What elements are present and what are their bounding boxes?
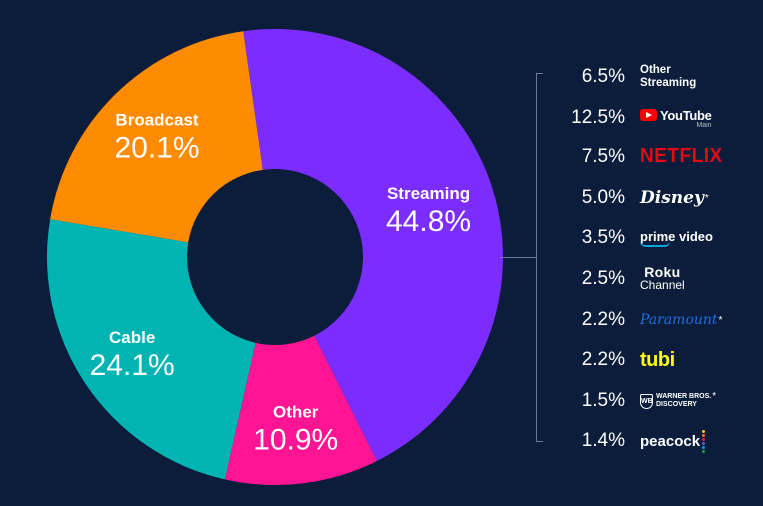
breakdown-row-paramount: 2.2% Paramount * (530, 302, 760, 338)
paramount-logo: Paramount * (640, 312, 722, 328)
tubi-logo: tubi (640, 348, 675, 371)
breakdown-value: 2.5% (581, 268, 625, 289)
breakdown-value: 6.5% (581, 66, 625, 87)
slice-value-other: 10.9% (253, 424, 338, 457)
wb-shield-icon: WB (640, 393, 653, 409)
breakdown-row-tubi: 2.2% tubi (530, 342, 760, 378)
breakdown-row-disney: 5.0% Disney * (530, 180, 760, 216)
disney-wordmark: Disney (640, 188, 704, 208)
paramount-wordmark: Paramount (640, 312, 718, 328)
roku-wordmark: Roku (644, 264, 681, 280)
breakdown-value: 1.4% (581, 430, 625, 451)
breakdown-row-roku: 2.5% Roku Channel (530, 261, 760, 297)
breakdown-row-netflix: 7.5% NETFLIX (530, 139, 760, 175)
slice-label-other: Other (273, 403, 319, 422)
youtube-sub-label: Main (696, 121, 712, 129)
donut-slice-other (224, 335, 377, 486)
streaming-breakdown: 6.5% Other Streaming 12.5% YouTube Main … (500, 0, 763, 506)
prime-smile-icon (640, 241, 670, 247)
breakdown-value: 2.2% (581, 349, 625, 370)
donut-slice-cable (47, 219, 256, 480)
breakdown-row-warner-bros-discovery: 1.5% WB WARNER BROS. DISCOVERY * (530, 383, 760, 419)
bracket-top-tick (536, 73, 543, 74)
warner-bros-discovery-logo: WB WARNER BROS. DISCOVERY * (640, 391, 717, 409)
paramount-footnote-mark: * (718, 314, 723, 326)
breakdown-row-other-streaming: 6.5% Other Streaming (530, 59, 760, 95)
wbd-wordmark-top: WARNER BROS. (656, 393, 712, 400)
breakdown-value: 12.5% (571, 107, 625, 128)
breakdown-value: 1.5% (581, 390, 625, 411)
disney-footnote-mark: * (704, 192, 709, 204)
disney-logo: Disney * (640, 188, 709, 208)
netflix-logo: NETFLIX (640, 145, 723, 168)
bracket-bottom-tick (536, 441, 543, 442)
donut-slice-broadcast (50, 31, 263, 243)
breakdown-row-prime-video: 3.5% prime video (530, 220, 760, 256)
slice-value-broadcast: 20.1% (114, 132, 199, 165)
slice-value-streaming: 44.8% (386, 205, 471, 238)
peacock-logo: peacock (640, 429, 706, 453)
breakdown-row-youtube: 12.5% YouTube Main (530, 100, 760, 136)
slice-label-broadcast: Broadcast (115, 111, 198, 130)
breakdown-row-peacock: 1.4% peacock (530, 423, 760, 459)
prime-video-logo: prime video (640, 229, 713, 247)
peacock-dots-icon (702, 429, 706, 453)
roku-sub-label: Channel (640, 278, 685, 292)
slice-value-cable: 24.1% (90, 349, 175, 382)
youtube-logo: YouTube Main (640, 108, 712, 129)
youtube-play-icon (640, 109, 657, 121)
other-streaming-logo: Other Streaming (640, 64, 697, 89)
peacock-wordmark: peacock (640, 432, 701, 450)
breakdown-value: 7.5% (581, 146, 625, 167)
bracket-connector (500, 257, 537, 258)
donut-chart: Streaming 44.8% Other 10.9% Cable 24.1% Broadc… (47, 29, 503, 486)
slice-label-streaming: Streaming (387, 184, 470, 203)
slice-label-cable: Cable (109, 328, 155, 347)
breakdown-value: 5.0% (581, 187, 625, 208)
breakdown-value: 2.2% (581, 309, 625, 330)
wbd-wordmark-bottom: DISCOVERY (656, 401, 697, 408)
roku-channel-logo: Roku Channel (640, 264, 685, 292)
wbd-footnote-mark: * (712, 391, 717, 402)
youtube-wordmark: YouTube (660, 107, 712, 123)
breakdown-value: 3.5% (581, 227, 625, 248)
donut-slice-streaming (243, 29, 503, 461)
